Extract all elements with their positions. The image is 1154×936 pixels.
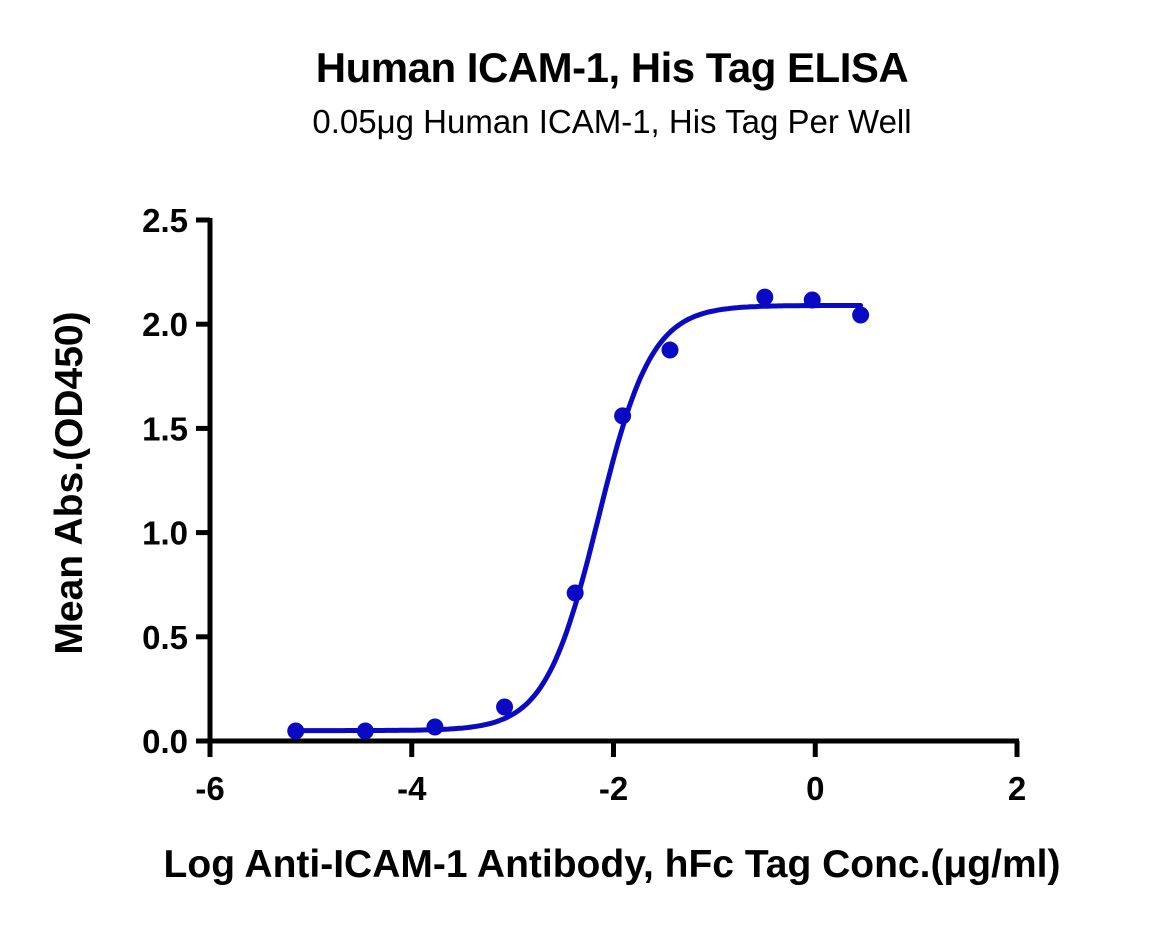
data-points xyxy=(287,288,870,740)
y-tick-label: 2.0 xyxy=(142,306,188,343)
fit-curve xyxy=(293,303,864,734)
y-tick-label: 0.0 xyxy=(142,723,188,760)
x-axis-label: Log Anti-ICAM-1 Antibody, hFc Tag Conc.(… xyxy=(163,843,1061,886)
y-tick-label: 1.5 xyxy=(142,410,188,447)
data-point-marker xyxy=(287,722,305,740)
data-point-marker xyxy=(852,306,870,324)
chart-title: Human ICAM-1, His Tag ELISA xyxy=(315,44,909,91)
y-tick-label: 1.0 xyxy=(142,515,188,552)
data-point-marker xyxy=(356,722,374,740)
data-point-marker xyxy=(426,718,444,736)
data-point-marker xyxy=(756,288,774,306)
x-tick-label: 0 xyxy=(806,770,824,807)
data-point-marker xyxy=(661,341,679,359)
data-point-marker xyxy=(496,698,514,716)
fit-curve-path xyxy=(293,303,864,734)
data-point-marker xyxy=(803,291,821,309)
x-tick-label: -6 xyxy=(195,770,224,807)
chart-subtitle: 0.05μg Human ICAM-1, His Tag Per Well xyxy=(312,103,912,140)
axes: 0.0 0.5 1.0 1.5 2.0 2.5 -6 -4 -2 0 2 xyxy=(142,202,1026,807)
data-point-marker xyxy=(614,407,632,425)
x-tick-label: -2 xyxy=(599,770,628,807)
x-tick-label: 2 xyxy=(1008,770,1026,807)
x-tick-label: -4 xyxy=(397,770,427,807)
data-point-marker xyxy=(566,584,584,602)
y-tick-label: 2.5 xyxy=(142,202,188,239)
y-tick-label: 0.5 xyxy=(142,619,188,656)
